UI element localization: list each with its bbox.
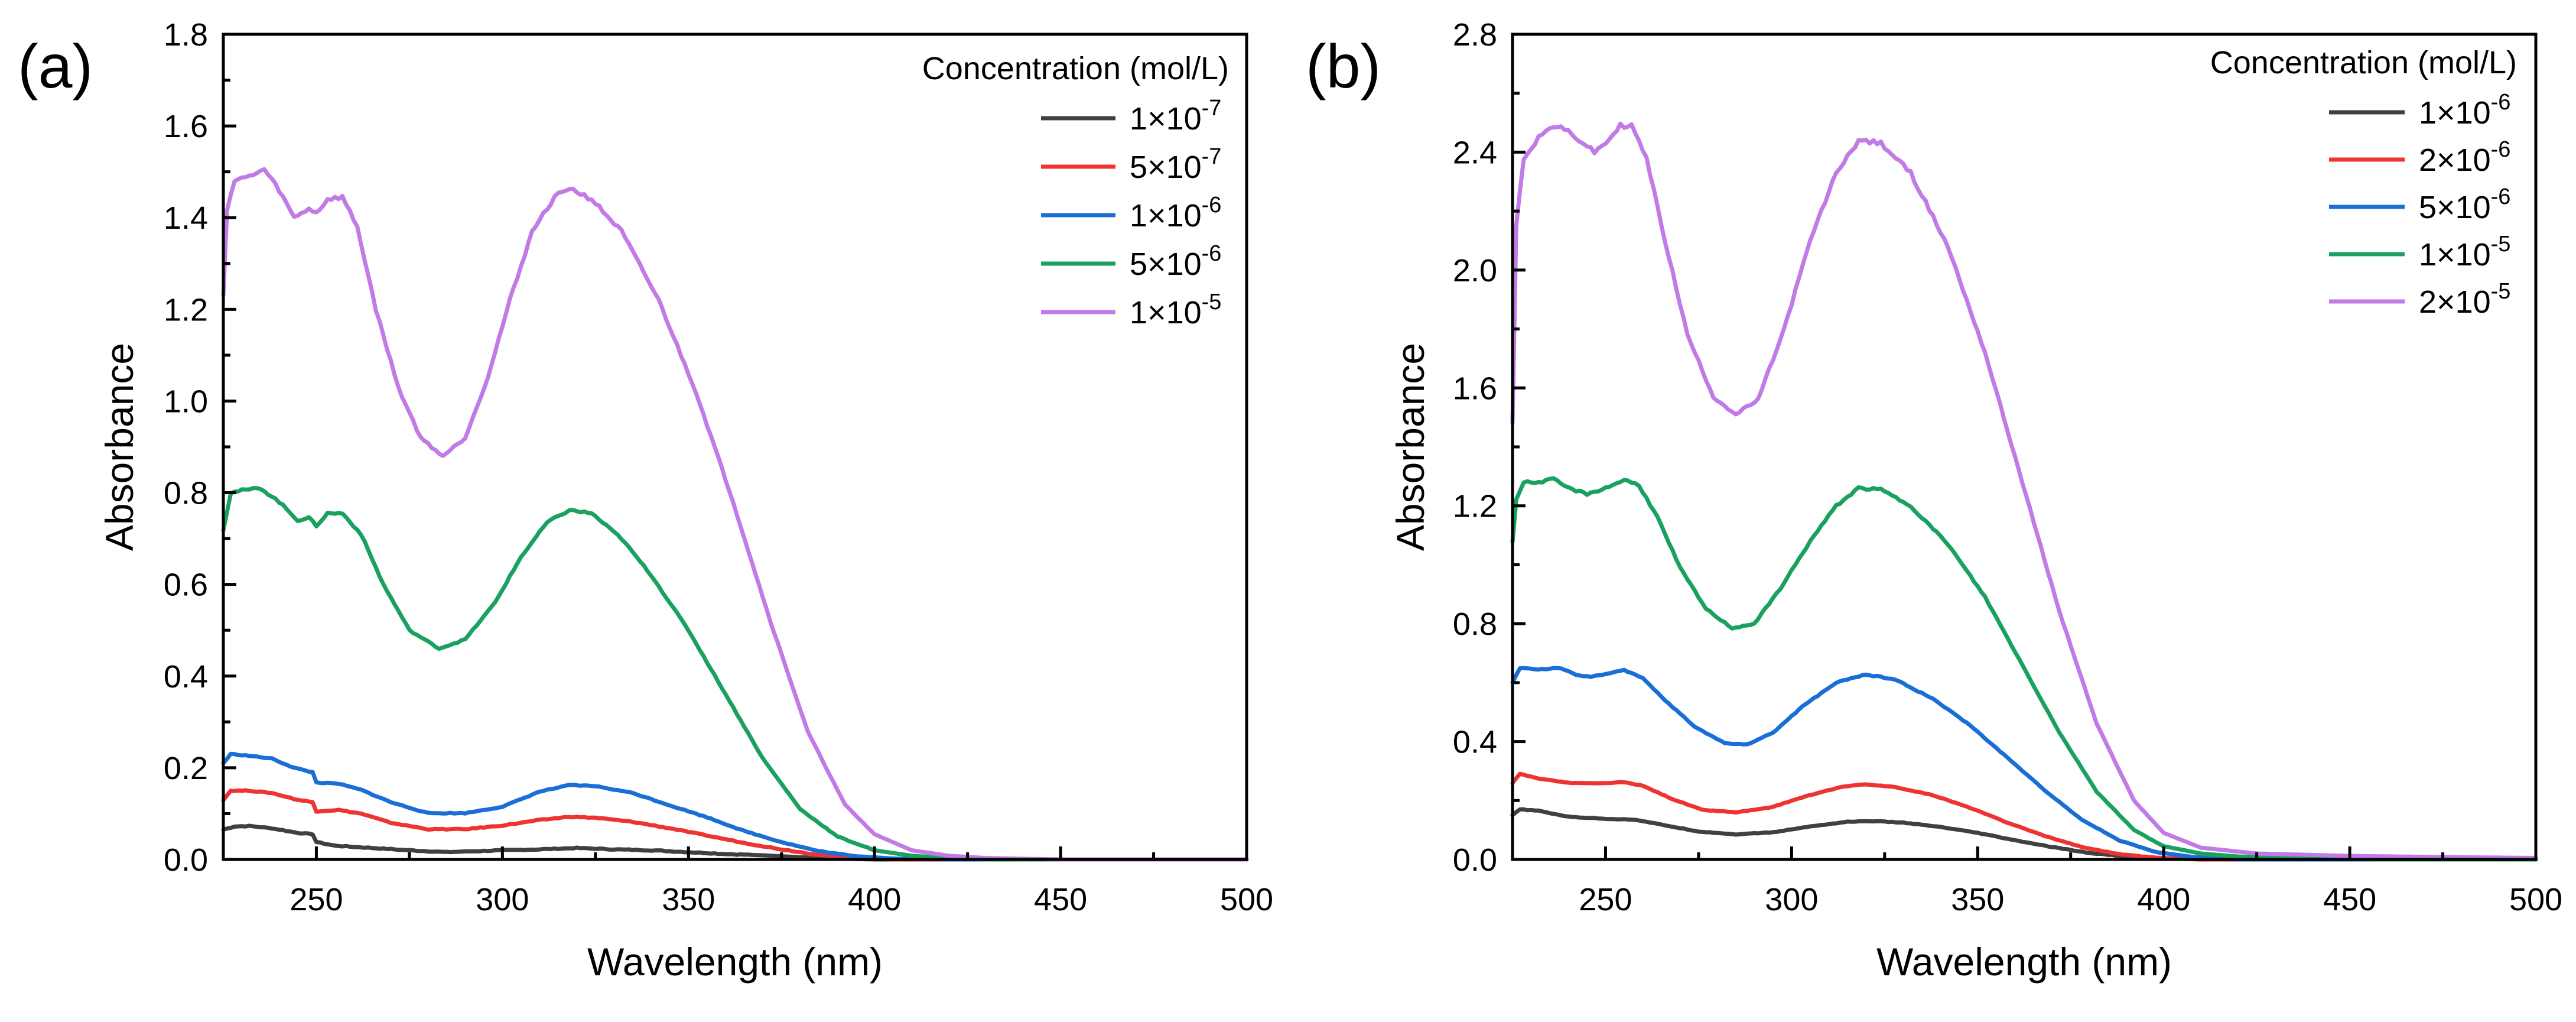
series-line	[1510, 771, 2538, 862]
y-axis-title: Absorbance	[1388, 343, 1432, 551]
x-tick-label: 250	[290, 882, 343, 917]
series-layer	[1510, 121, 2538, 862]
panel-b: (b) 250 300 350 400 450 500 0.0 0.4 0.8 1.2 1.6 2.0…	[1306, 17, 2562, 984]
series-line	[221, 167, 1249, 862]
panel-label: (b)	[1306, 33, 1381, 101]
legend-title: Concentration (mol/L)	[922, 51, 1229, 86]
legend-label: 2×10-6	[2419, 137, 2510, 178]
ticks-layer: 250 300 350 400 450 500 0.0 0.4 0.8 1.2 1.6 2.0 2.4 2…	[1453, 17, 2562, 917]
x-tick-label: 350	[1951, 882, 2004, 917]
legend-label: 1×10-7	[1130, 96, 1221, 137]
legend-label: 1×10-6	[2419, 90, 2510, 131]
legend: Concentration (mol/L) 1×10-6 2×10-6 5×10-6…	[2210, 45, 2517, 320]
x-tick-label: 300	[1765, 882, 1818, 917]
x-tick-label: 450	[2323, 882, 2376, 917]
series-layer	[221, 167, 1249, 862]
legend-label: 1×10-6	[1130, 193, 1221, 233]
series-line	[221, 486, 1249, 862]
x-tick-label: 300	[476, 882, 529, 917]
legend-label: 2×10-5	[2419, 279, 2510, 320]
y-tick-label: 1.8	[164, 17, 208, 53]
y-tick-label: 1.0	[164, 384, 208, 419]
y-tick-label: 1.4	[164, 200, 208, 236]
y-tick-label: 1.6	[164, 109, 208, 144]
y-tick-label: 1.6	[1453, 371, 1497, 406]
y-tick-label: 0.4	[164, 659, 208, 695]
x-axis-title: Wavelength (nm)	[1876, 940, 2172, 984]
x-axis-title: Wavelength (nm)	[587, 940, 883, 984]
legend: Concentration (mol/L) 1×10-7 5×10-7 1×10-6…	[922, 51, 1229, 330]
y-tick-label: 1.2	[1453, 489, 1497, 524]
y-tick-label: 2.0	[1453, 253, 1497, 288]
series-line	[221, 751, 1249, 862]
plot-frame	[222, 33, 1248, 861]
legend-label: 5×10-6	[1130, 241, 1221, 282]
plot-frame	[1511, 33, 2538, 861]
y-tick-label: 0.0	[1453, 842, 1497, 878]
series-line	[1510, 807, 2538, 862]
y-tick-label: 1.2	[164, 292, 208, 327]
series-line	[1510, 121, 2538, 860]
panel-label: (a)	[18, 33, 93, 101]
y-tick-label: 0.8	[1453, 606, 1497, 642]
y-tick-label: 2.4	[1453, 135, 1497, 170]
y-axis-title: Absorbance	[97, 343, 141, 551]
legend-label: 1×10-5	[2419, 232, 2510, 272]
panel-a: (a) 250 300 350 400 450 500 0.0 0.2 0.4 0.6 0.8 1.0…	[18, 17, 1273, 984]
y-tick-label: 0.8	[164, 476, 208, 511]
x-tick-label: 250	[1579, 882, 1632, 917]
x-tick-label: 500	[2509, 882, 2562, 917]
y-tick-label: 0.2	[164, 751, 208, 786]
x-tick-label: 400	[2137, 882, 2190, 917]
legend-title: Concentration (mol/L)	[2210, 45, 2517, 80]
series-line	[1510, 476, 2538, 862]
legend-label: 5×10-7	[1130, 144, 1221, 185]
y-tick-label: 0.4	[1453, 725, 1497, 760]
x-tick-label: 500	[1220, 882, 1273, 917]
y-tick-label: 2.8	[1453, 17, 1497, 53]
x-tick-label: 400	[848, 882, 901, 917]
x-tick-label: 350	[662, 882, 715, 917]
y-tick-label: 0.6	[164, 567, 208, 603]
y-tick-label: 0.0	[164, 842, 208, 878]
legend-label: 1×10-5	[1130, 290, 1221, 330]
legend-label: 5×10-6	[2419, 184, 2510, 225]
x-tick-label: 450	[1034, 882, 1087, 917]
series-line	[1510, 666, 2538, 862]
